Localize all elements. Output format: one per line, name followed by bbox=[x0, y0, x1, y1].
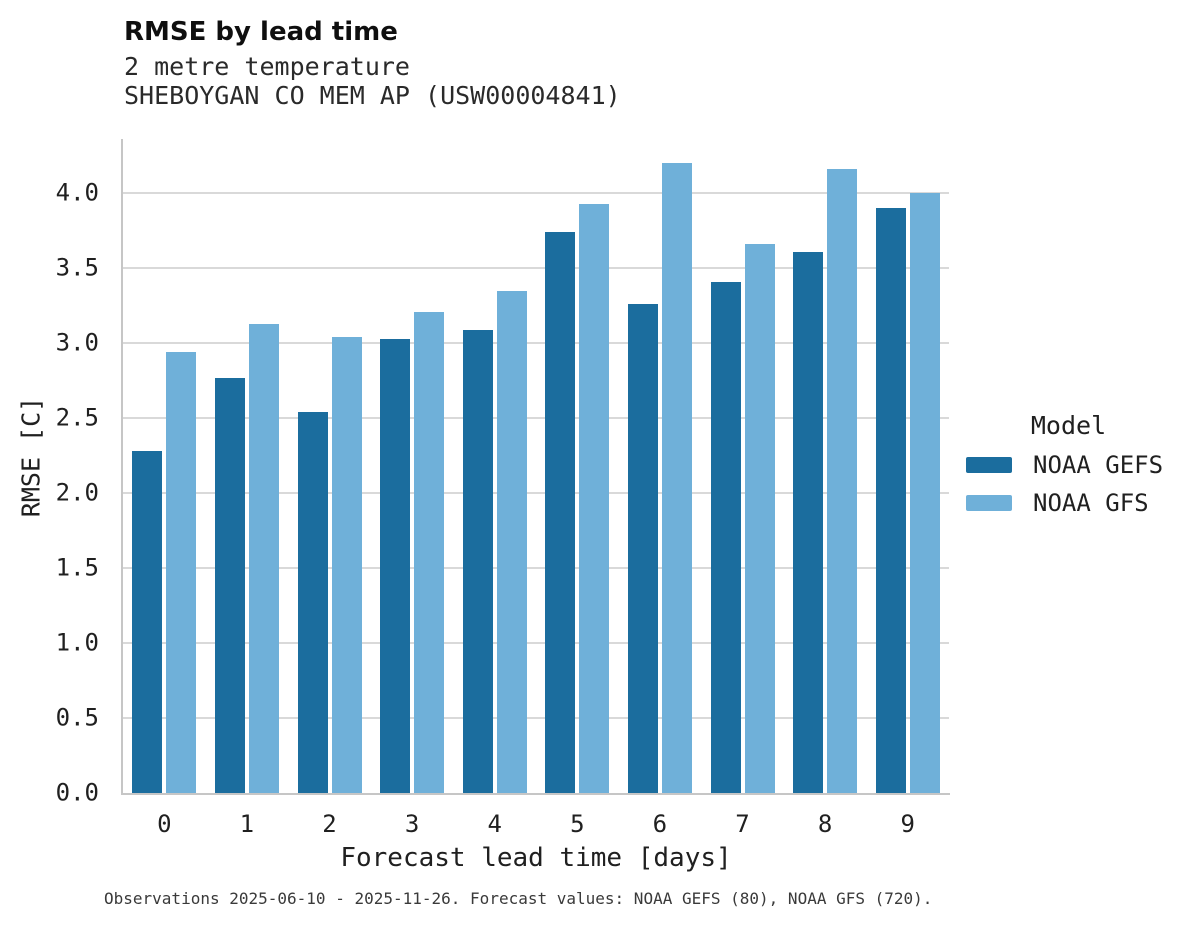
legend-item: NOAA GEFS bbox=[966, 451, 1171, 479]
chart-subtitle-station: SHEBOYGAN CO MEM AP (USW00004841) bbox=[124, 81, 621, 110]
x-tick-label: 9 bbox=[900, 810, 915, 838]
bar-noaa-gfs-day-8 bbox=[827, 169, 858, 793]
bar-noaa-gefs-day-7 bbox=[710, 281, 741, 793]
bar-noaa-gfs-day-1 bbox=[248, 323, 279, 793]
y-tick-label: 1.0 bbox=[55, 628, 99, 657]
bar-noaa-gefs-day-4 bbox=[462, 329, 493, 793]
y-tick-label: 3.0 bbox=[55, 328, 99, 357]
footer-caption: Observations 2025-06-10 - 2025-11-26. Fo… bbox=[104, 889, 933, 908]
chart-title: RMSE by lead time bbox=[124, 17, 398, 47]
gridline bbox=[123, 342, 949, 344]
bar-noaa-gfs-day-4 bbox=[496, 290, 527, 793]
x-tick-label: 7 bbox=[735, 810, 750, 838]
bar-noaa-gefs-day-5 bbox=[545, 232, 576, 793]
y-tick-label: 0.5 bbox=[55, 703, 99, 732]
plot-area bbox=[123, 139, 949, 793]
y-tick-label: 2.5 bbox=[55, 403, 99, 432]
x-tick-label: 0 bbox=[157, 810, 172, 838]
legend-title: Model bbox=[1030, 411, 1107, 440]
gridline bbox=[123, 642, 949, 644]
y-tick-label: 1.5 bbox=[55, 553, 99, 582]
y-tick-label: 4.0 bbox=[55, 178, 99, 207]
legend-swatch-icon bbox=[966, 457, 1012, 473]
gridline bbox=[123, 417, 949, 419]
x-tick-label: 3 bbox=[404, 810, 420, 838]
bar-noaa-gfs-day-7 bbox=[744, 244, 775, 793]
x-tick-label: 5 bbox=[570, 810, 585, 838]
x-axis-spine bbox=[121, 793, 950, 795]
x-tick-label: 4 bbox=[487, 810, 502, 838]
legend-rows: NOAA GEFS NOAA GFS bbox=[966, 451, 1171, 517]
bar-noaa-gfs-day-3 bbox=[414, 311, 445, 793]
gridline bbox=[123, 717, 949, 719]
bar-noaa-gefs-day-8 bbox=[793, 251, 824, 793]
bar-noaa-gfs-day-5 bbox=[579, 203, 610, 793]
bar-noaa-gefs-day-2 bbox=[297, 412, 328, 793]
gridline bbox=[123, 567, 949, 569]
bar-noaa-gefs-day-3 bbox=[380, 338, 411, 793]
legend-item: NOAA GFS bbox=[966, 489, 1171, 517]
bar-noaa-gefs-day-1 bbox=[214, 377, 245, 793]
y-tick-label: 3.5 bbox=[55, 253, 99, 282]
bar-noaa-gfs-day-2 bbox=[331, 337, 362, 793]
bar-noaa-gfs-day-0 bbox=[166, 352, 197, 793]
gridline bbox=[123, 192, 949, 194]
x-axis-title: Forecast lead time [days] bbox=[340, 843, 732, 873]
bar-noaa-gefs-day-0 bbox=[132, 451, 163, 793]
x-tick-label: 6 bbox=[652, 810, 668, 838]
legend-label: NOAA GFS bbox=[1033, 489, 1149, 517]
bar-noaa-gefs-day-9 bbox=[875, 208, 906, 793]
gridline bbox=[123, 492, 949, 494]
chart-subtitle-variable: 2 metre temperature bbox=[124, 52, 410, 81]
x-tick-label: 1 bbox=[239, 810, 255, 838]
bar-noaa-gfs-day-9 bbox=[909, 193, 940, 793]
legend-label: NOAA GEFS bbox=[1033, 451, 1164, 479]
gridline bbox=[123, 267, 949, 269]
legend: Model NOAA GEFS NOAA GFS bbox=[966, 411, 1171, 530]
x-tick-label: 2 bbox=[322, 810, 337, 838]
y-axis-spine bbox=[121, 139, 123, 795]
x-tick-label: 8 bbox=[817, 810, 833, 838]
bar-noaa-gfs-day-6 bbox=[661, 163, 692, 793]
y-axis-title: RMSE [C] bbox=[16, 396, 46, 518]
y-tick-label: 0.0 bbox=[55, 778, 99, 807]
bar-noaa-gefs-day-6 bbox=[627, 304, 658, 793]
legend-swatch-icon bbox=[966, 495, 1012, 511]
y-tick-label: 2.0 bbox=[55, 478, 99, 507]
